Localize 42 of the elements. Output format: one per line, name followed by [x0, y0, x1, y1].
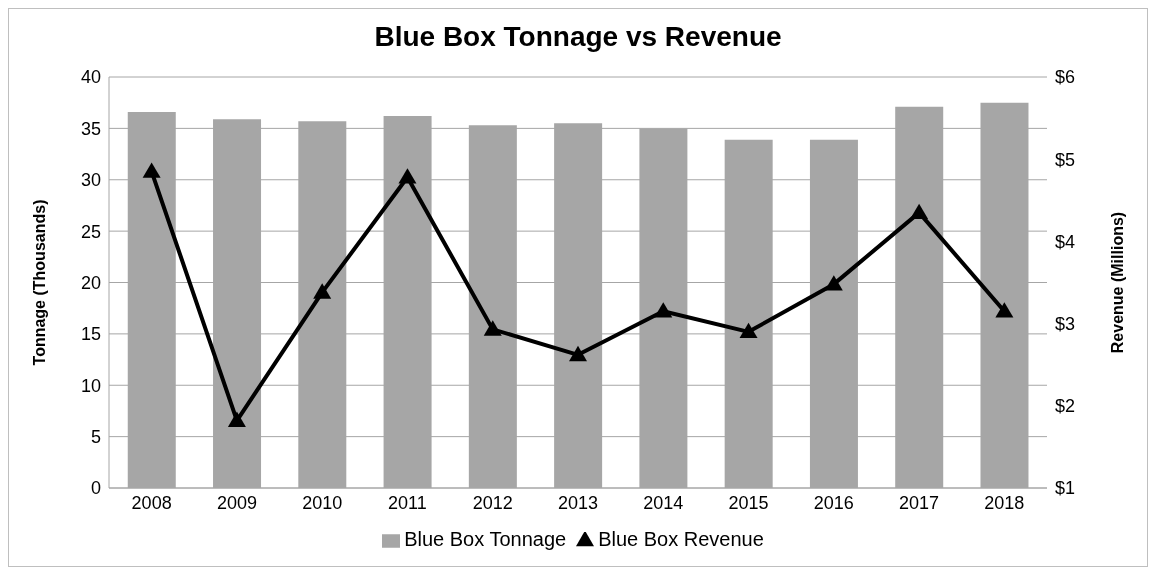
x-tick-label: 2017	[899, 492, 940, 513]
y-tick-label: 35	[80, 118, 101, 139]
point	[398, 168, 417, 184]
x-tick-label: 2014	[643, 492, 684, 513]
x-tick-label: 2016	[813, 492, 854, 513]
y2-tick-label: $3	[1055, 313, 1076, 334]
y2-tick-label: $6	[1055, 67, 1076, 88]
x-tick-label: 2013	[557, 492, 599, 513]
y2-tick-label: $1	[1055, 478, 1076, 499]
x-tick-label: 2018	[984, 492, 1025, 513]
x-tick-label: 2012	[472, 492, 513, 513]
chart-title: Blue Box Tonnage vs Revenue	[373, 20, 783, 54]
x-tick-label: 2009	[216, 492, 257, 513]
y-tick-label: 25	[80, 221, 101, 242]
y-tick-label: 20	[80, 272, 101, 293]
legend-label: Blue Box Tonnage	[404, 528, 567, 550]
y-tick-label: 10	[80, 375, 101, 396]
x-tick-label: 2010	[302, 492, 343, 513]
y2-tick-label: $2	[1055, 396, 1076, 417]
y-tick-label: 15	[80, 324, 101, 345]
y-tick-label: 40	[80, 67, 101, 88]
point	[142, 162, 161, 178]
point	[739, 322, 758, 339]
point	[569, 345, 587, 362]
point	[910, 203, 929, 219]
point	[483, 320, 502, 336]
y2-tick-label: $4	[1055, 231, 1076, 252]
y-tick-label: 30	[80, 170, 101, 191]
y-axis-title: Tonnage (Thousands)	[30, 199, 48, 366]
point	[313, 283, 332, 299]
legend-label: Blue Box Revenue	[598, 528, 764, 550]
x-tick-label: 2015	[728, 492, 769, 513]
y2-tick-label: $5	[1055, 149, 1076, 170]
point	[995, 302, 1014, 318]
y2-axis-title: Revenue (Millions)	[1108, 211, 1126, 354]
point	[227, 411, 246, 427]
point	[654, 302, 673, 318]
y-tick-label: 0	[90, 478, 101, 499]
point	[824, 275, 843, 291]
x-tick-label: 2011	[388, 492, 427, 513]
y-tick-label: 5	[90, 427, 101, 448]
x-tick-label: 2008	[131, 492, 172, 513]
